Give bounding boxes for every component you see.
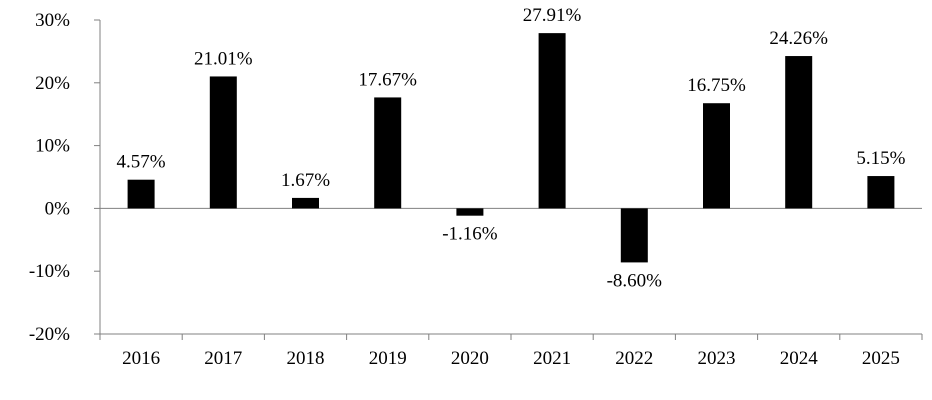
y-tick-label: -10% [29, 261, 70, 282]
data-label: 4.57% [117, 152, 166, 173]
data-label: -1.16% [442, 224, 498, 245]
bar [703, 103, 730, 209]
y-tick-label: 10% [35, 136, 70, 157]
x-tick-label: 2019 [369, 348, 407, 369]
data-label: 16.75% [687, 75, 746, 96]
x-tick-label: 2018 [287, 348, 325, 369]
bar [374, 97, 402, 209]
x-tick-label: 2024 [780, 348, 819, 369]
bar [209, 76, 237, 209]
data-label: 1.67% [281, 170, 330, 191]
bar [538, 33, 566, 209]
data-label: 27.91% [523, 5, 582, 26]
x-tick-label: 2022 [615, 348, 653, 369]
x-tick-label: 2017 [204, 348, 242, 369]
y-tick-label: -20% [29, 324, 70, 345]
x-tick-label: 2021 [533, 348, 571, 369]
y-tick-label: 20% [35, 73, 70, 94]
bar [292, 197, 319, 209]
bar [620, 208, 648, 263]
x-tick-label: 2023 [698, 348, 736, 369]
bar [127, 179, 155, 209]
data-label: -8.60% [607, 270, 663, 291]
x-tick-label: 2016 [122, 348, 160, 369]
data-label: 17.67% [358, 69, 417, 90]
bar [456, 208, 484, 216]
x-tick-label: 2020 [451, 348, 489, 369]
bar [785, 56, 813, 209]
x-tick-label: 2025 [862, 348, 900, 369]
y-tick-label: 0% [45, 198, 71, 219]
data-label: 21.01% [194, 48, 253, 69]
data-label: 5.15% [856, 148, 905, 169]
data-label: 24.26% [769, 28, 828, 49]
y-tick-label: 30% [35, 10, 70, 31]
bar [867, 176, 895, 209]
